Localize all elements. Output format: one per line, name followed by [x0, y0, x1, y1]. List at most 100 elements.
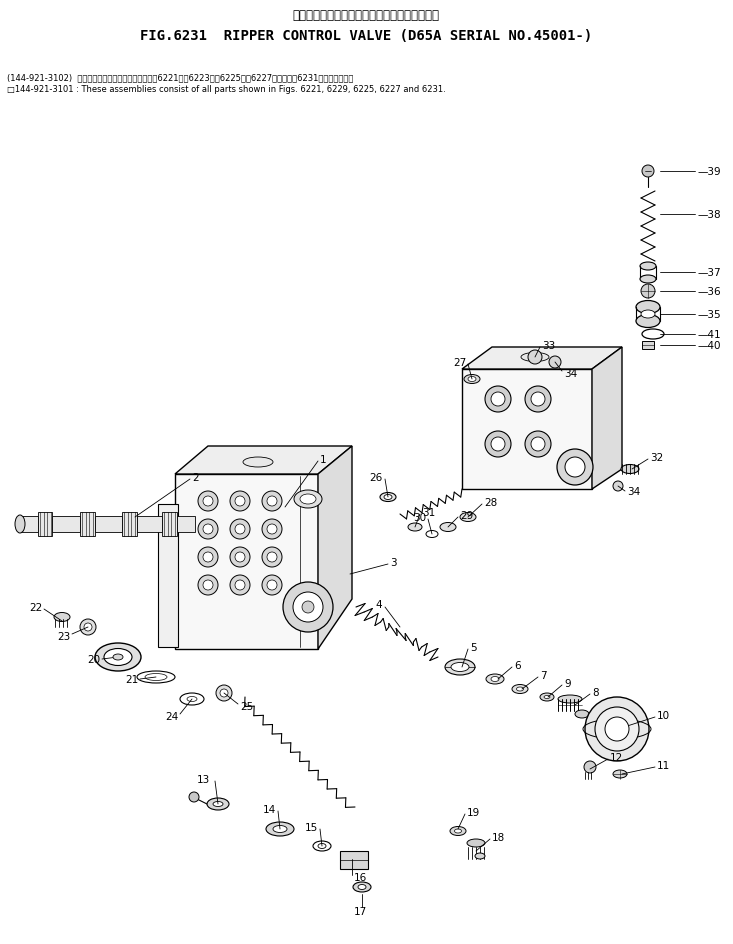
Ellipse shape: [468, 377, 476, 382]
Circle shape: [84, 623, 92, 632]
Text: 18: 18: [492, 832, 505, 842]
Polygon shape: [20, 516, 38, 532]
Ellipse shape: [454, 829, 462, 834]
Text: (144-921-3102)  これらのアセンブリの構成部品は、6221図、6223図、6225図、6227図および、6231図を含みます。: (144-921-3102) これらのアセンブリの構成部品は、6221図、622…: [7, 74, 353, 82]
Ellipse shape: [440, 523, 456, 531]
Polygon shape: [592, 347, 622, 490]
Circle shape: [230, 548, 250, 567]
Circle shape: [198, 492, 218, 512]
Polygon shape: [95, 516, 122, 532]
Polygon shape: [52, 516, 80, 532]
Text: 15: 15: [305, 822, 318, 832]
Text: 2: 2: [192, 473, 199, 482]
Circle shape: [595, 707, 639, 751]
Text: 10: 10: [657, 710, 670, 720]
Ellipse shape: [636, 315, 660, 329]
Circle shape: [230, 492, 250, 512]
Circle shape: [267, 581, 277, 590]
Circle shape: [235, 525, 245, 534]
Text: 28: 28: [484, 497, 497, 508]
Circle shape: [283, 582, 333, 632]
Ellipse shape: [621, 465, 639, 474]
Circle shape: [267, 525, 277, 534]
Ellipse shape: [558, 696, 582, 703]
Ellipse shape: [486, 674, 504, 684]
Text: 4: 4: [375, 599, 382, 610]
Circle shape: [230, 519, 250, 539]
Ellipse shape: [512, 684, 528, 694]
Text: 29: 29: [460, 511, 474, 520]
Text: 16: 16: [354, 872, 367, 882]
Ellipse shape: [408, 523, 422, 531]
Text: 1: 1: [320, 454, 327, 464]
Text: 9: 9: [564, 679, 570, 688]
Circle shape: [302, 601, 314, 614]
Ellipse shape: [540, 693, 554, 701]
Text: 27: 27: [453, 358, 466, 367]
Ellipse shape: [384, 495, 392, 500]
Ellipse shape: [544, 696, 550, 699]
Circle shape: [216, 685, 232, 701]
Text: 7: 7: [540, 670, 547, 681]
Circle shape: [491, 393, 505, 407]
Text: 8: 8: [592, 687, 599, 698]
Polygon shape: [462, 370, 592, 490]
Polygon shape: [137, 516, 162, 532]
Ellipse shape: [294, 491, 322, 509]
Circle shape: [531, 437, 545, 451]
Circle shape: [189, 792, 199, 802]
Ellipse shape: [213, 801, 223, 806]
Circle shape: [584, 761, 596, 773]
Circle shape: [549, 357, 561, 368]
Text: FIG.6231  RIPPER CONTROL VALVE (D65A SERIAL NO.45001-): FIG.6231 RIPPER CONTROL VALVE (D65A SERI…: [140, 29, 592, 43]
Ellipse shape: [613, 770, 627, 778]
Ellipse shape: [640, 262, 656, 271]
Circle shape: [267, 497, 277, 507]
Ellipse shape: [273, 826, 287, 833]
Circle shape: [585, 698, 649, 761]
Ellipse shape: [445, 659, 475, 675]
Ellipse shape: [266, 822, 294, 836]
Polygon shape: [175, 447, 352, 475]
Circle shape: [525, 387, 551, 413]
Polygon shape: [177, 516, 195, 532]
Circle shape: [531, 393, 545, 407]
Text: 6: 6: [514, 660, 520, 670]
Polygon shape: [38, 513, 52, 536]
Text: —41: —41: [697, 329, 721, 340]
Circle shape: [642, 166, 654, 177]
Circle shape: [230, 576, 250, 596]
Ellipse shape: [636, 301, 660, 314]
Circle shape: [262, 492, 282, 512]
Polygon shape: [162, 513, 177, 536]
Circle shape: [528, 350, 542, 364]
Polygon shape: [462, 347, 622, 370]
Text: 13: 13: [196, 774, 210, 784]
Ellipse shape: [467, 839, 485, 847]
Text: —37: —37: [697, 268, 721, 278]
Ellipse shape: [517, 687, 523, 691]
Circle shape: [267, 552, 277, 563]
Circle shape: [641, 285, 655, 298]
Polygon shape: [175, 475, 318, 649]
Text: —40: —40: [697, 341, 721, 350]
Text: 30: 30: [413, 513, 426, 522]
Circle shape: [220, 689, 228, 698]
Ellipse shape: [460, 513, 476, 522]
Ellipse shape: [54, 613, 70, 622]
Circle shape: [613, 481, 623, 492]
Circle shape: [198, 519, 218, 539]
Circle shape: [262, 519, 282, 539]
Circle shape: [203, 497, 213, 507]
Ellipse shape: [207, 799, 229, 810]
Circle shape: [262, 576, 282, 596]
Circle shape: [557, 449, 593, 485]
Ellipse shape: [451, 663, 469, 672]
Circle shape: [485, 387, 511, 413]
Ellipse shape: [475, 853, 485, 859]
Ellipse shape: [491, 677, 499, 682]
Polygon shape: [122, 513, 137, 536]
Circle shape: [80, 619, 96, 635]
Text: 31: 31: [422, 508, 435, 517]
Ellipse shape: [358, 885, 366, 889]
